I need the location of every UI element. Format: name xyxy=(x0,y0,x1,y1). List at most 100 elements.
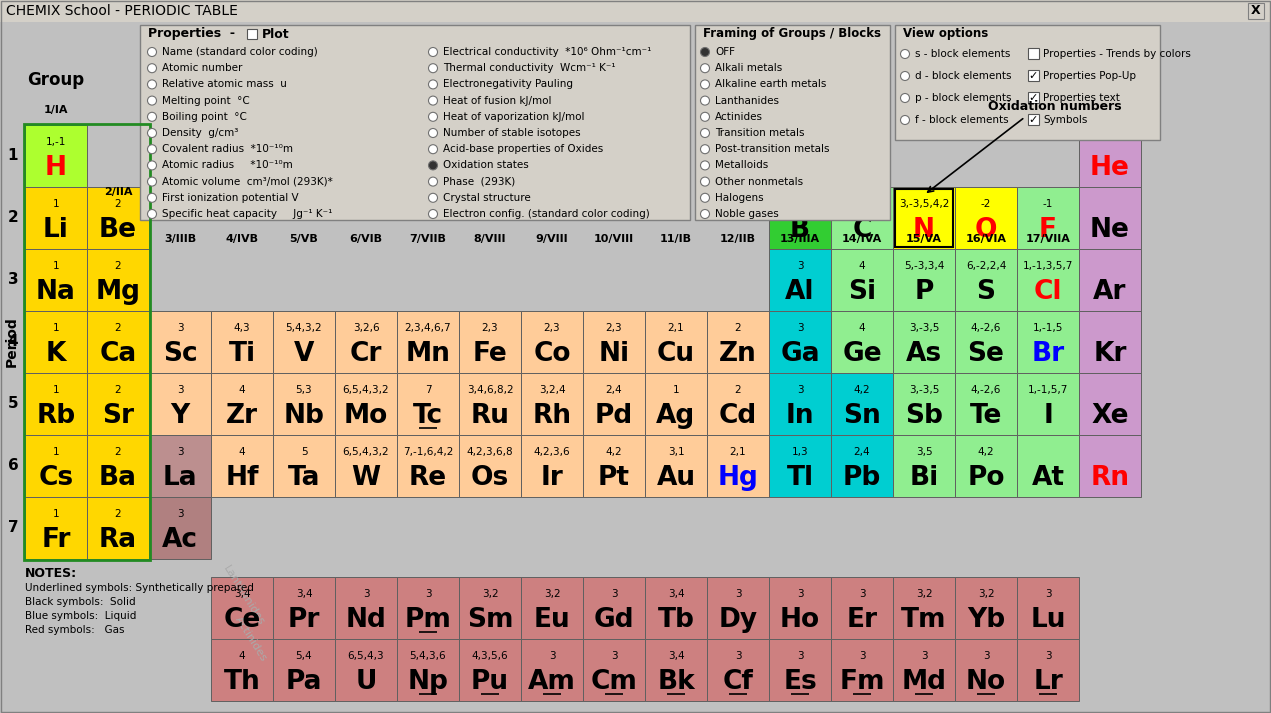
Bar xyxy=(583,311,644,373)
Text: V: V xyxy=(294,342,314,367)
Text: 2,1: 2,1 xyxy=(730,447,746,457)
Text: Ru: Ru xyxy=(470,404,510,429)
Text: Properties text: Properties text xyxy=(1043,93,1120,103)
Text: 2: 2 xyxy=(114,324,121,334)
Text: Cm: Cm xyxy=(591,670,638,695)
Bar xyxy=(583,435,644,497)
Text: 1: 1 xyxy=(52,385,60,396)
Text: Group: Group xyxy=(28,71,85,89)
Text: Re: Re xyxy=(409,466,447,491)
Text: Te: Te xyxy=(970,404,1003,429)
Text: 2: 2 xyxy=(114,509,121,519)
Text: 2,4: 2,4 xyxy=(606,385,623,396)
Text: Pb: Pb xyxy=(843,466,881,491)
Text: Sm: Sm xyxy=(466,607,513,633)
Bar xyxy=(211,311,273,373)
Bar xyxy=(211,577,273,639)
Text: Electrical conductivity  *10⁶ Ohm⁻¹cm⁻¹: Electrical conductivity *10⁶ Ohm⁻¹cm⁻¹ xyxy=(444,47,651,57)
Bar xyxy=(831,639,894,701)
Text: 5/VB: 5/VB xyxy=(290,234,318,244)
Bar xyxy=(769,639,831,701)
Text: Pm: Pm xyxy=(404,607,451,633)
Text: 12/IIB: 12/IIB xyxy=(719,234,756,244)
Text: 6/VIB: 6/VIB xyxy=(350,234,383,244)
Text: 2: 2 xyxy=(735,385,741,396)
Bar xyxy=(1017,187,1079,249)
Text: Transition metals: Transition metals xyxy=(716,128,805,138)
Bar xyxy=(769,187,831,249)
Text: Os: Os xyxy=(470,466,510,491)
Text: Mo: Mo xyxy=(344,404,388,429)
Text: Er: Er xyxy=(846,607,877,633)
Text: Fe: Fe xyxy=(473,342,507,367)
Text: 3: 3 xyxy=(177,509,183,519)
Text: 4,2,3,6: 4,2,3,6 xyxy=(534,447,571,457)
Bar xyxy=(644,373,707,435)
Text: 3: 3 xyxy=(610,652,618,662)
Text: 1,3: 1,3 xyxy=(792,447,808,457)
Text: Ba: Ba xyxy=(99,466,137,491)
Text: Y: Y xyxy=(170,404,189,429)
Text: Ho: Ho xyxy=(780,607,820,633)
Text: 4,-4,2: 4,-4,2 xyxy=(846,200,877,210)
Text: Pt: Pt xyxy=(597,466,630,491)
Text: Ag: Ag xyxy=(656,404,695,429)
Text: CHEMIX School - PERIODIC TABLE: CHEMIX School - PERIODIC TABLE xyxy=(6,4,238,18)
Bar xyxy=(273,435,336,497)
Text: 2,3: 2,3 xyxy=(544,324,561,334)
Text: Heat of fusion kJ/mol: Heat of fusion kJ/mol xyxy=(444,96,552,106)
Text: 3,4: 3,4 xyxy=(234,590,250,600)
Text: 2: 2 xyxy=(735,324,741,334)
Bar xyxy=(397,373,459,435)
Text: ✓: ✓ xyxy=(1028,115,1038,125)
Text: Post-transition metals: Post-transition metals xyxy=(716,144,830,154)
Bar xyxy=(336,435,397,497)
Text: X: X xyxy=(1251,4,1261,18)
Text: 4,2,3,6,8: 4,2,3,6,8 xyxy=(466,447,513,457)
Text: Pr: Pr xyxy=(287,607,320,633)
Text: 4,3,5,6: 4,3,5,6 xyxy=(472,652,508,662)
Text: Atomic volume  cm³/mol (293K)*: Atomic volume cm³/mol (293K)* xyxy=(161,177,333,187)
Text: Ti: Ti xyxy=(229,342,255,367)
Bar xyxy=(336,373,397,435)
Text: 4: 4 xyxy=(8,334,18,349)
Bar xyxy=(86,311,149,373)
Text: 2,3,4,6,7: 2,3,4,6,7 xyxy=(404,324,451,334)
Text: Yb: Yb xyxy=(967,607,1005,633)
Bar xyxy=(25,435,86,497)
Text: 1: 1 xyxy=(52,509,60,519)
Text: 4,-2,6: 4,-2,6 xyxy=(971,324,1002,334)
Bar xyxy=(955,187,1017,249)
Text: Properties - Trends by colors: Properties - Trends by colors xyxy=(1043,49,1191,59)
Text: 2: 2 xyxy=(8,210,18,225)
Bar xyxy=(1079,187,1141,249)
Text: Li: Li xyxy=(43,217,69,243)
Text: Black symbols:  Solid: Black symbols: Solid xyxy=(25,597,136,607)
Text: Cu: Cu xyxy=(657,342,695,367)
Bar xyxy=(25,125,86,187)
Text: Electronegativity Pauling: Electronegativity Pauling xyxy=(444,79,573,89)
Text: 3,-3,5,4,2: 3,-3,5,4,2 xyxy=(899,200,949,210)
Bar xyxy=(140,25,690,220)
Text: OFF: OFF xyxy=(716,47,735,57)
Text: Specific heat capacity     Jg⁻¹ K⁻¹: Specific heat capacity Jg⁻¹ K⁻¹ xyxy=(161,209,333,219)
Bar xyxy=(25,249,86,311)
Text: Ir: Ir xyxy=(540,466,563,491)
Text: Actinides: Actinides xyxy=(716,112,763,122)
Text: 3,2: 3,2 xyxy=(915,590,933,600)
Text: 5,-3,3,4: 5,-3,3,4 xyxy=(904,262,944,272)
Text: Acid-base properties of Oxides: Acid-base properties of Oxides xyxy=(444,144,604,154)
Bar xyxy=(1017,435,1079,497)
Text: Bk: Bk xyxy=(657,670,695,695)
Circle shape xyxy=(147,48,156,56)
Text: Lu: Lu xyxy=(1031,607,1066,633)
Text: Lanthanides: Lanthanides xyxy=(221,564,267,627)
Text: 1: 1 xyxy=(52,447,60,457)
Text: 3,-3,5: 3,-3,5 xyxy=(909,324,939,334)
Bar xyxy=(149,373,211,435)
Text: B: B xyxy=(791,217,810,243)
Text: 3: 3 xyxy=(797,385,803,396)
Bar xyxy=(707,639,769,701)
Text: Fm: Fm xyxy=(839,670,885,695)
Text: 3: 3 xyxy=(177,385,183,396)
